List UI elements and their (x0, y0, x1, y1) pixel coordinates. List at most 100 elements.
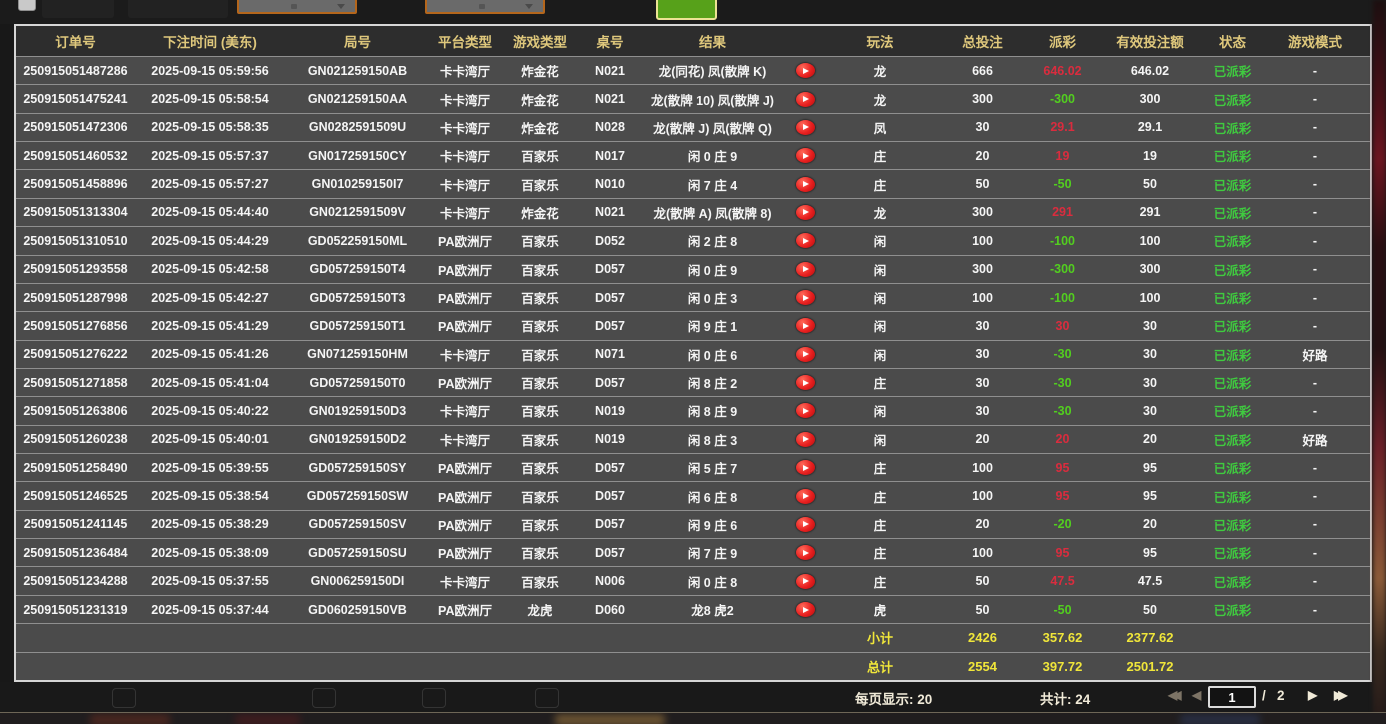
play-triangle (803, 578, 809, 585)
cell-platform: PA欧洲厅 (438, 462, 492, 477)
cell-bet: 100 (972, 545, 993, 560)
play-icon[interactable] (795, 545, 815, 561)
page-number-input[interactable] (1208, 686, 1256, 708)
play-icon[interactable] (795, 573, 815, 589)
play-icon[interactable] (795, 63, 815, 79)
cell-order: 250915051236484 (23, 545, 128, 560)
prev-page-icon[interactable]: ◀ (1192, 688, 1202, 702)
cell-payout: 19 (1055, 148, 1070, 163)
cell-result: 龙(散牌 A) 凤(散牌 8) (653, 206, 772, 221)
query-button[interactable] (656, 0, 717, 20)
cell-play (785, 426, 825, 453)
toolbar-button-1[interactable] (42, 0, 114, 18)
cell-time: 2025-09-15 05:58:54 (151, 92, 269, 107)
play-icon[interactable] (795, 176, 815, 192)
top-toolbar (0, 0, 1386, 24)
background-ghost (312, 688, 336, 708)
column-header-tableno: 桌号 (596, 35, 624, 50)
cell-bet: 20 (975, 517, 990, 532)
play-icon[interactable] (795, 375, 815, 391)
play-triangle (803, 436, 809, 443)
play-icon[interactable] (795, 516, 815, 532)
cell-payout: 20 (1055, 432, 1070, 447)
cell-valid: 100 (1139, 233, 1161, 248)
cell-mode: - (1312, 545, 1318, 560)
play-icon[interactable] (795, 602, 815, 617)
cell-tableno: D057 (595, 517, 625, 532)
cell-platform: 卡卡湾厅 (439, 65, 490, 80)
cell-time: 2025-09-15 05:37:44 (151, 602, 269, 617)
cell-valid: 100 (1139, 290, 1161, 305)
cell-method: 庄 (873, 377, 887, 392)
total-count-label: 共计: 24 (1040, 692, 1091, 707)
cell-platform: 卡卡湾厅 (439, 150, 490, 165)
cell-method: 闲 (873, 348, 887, 363)
play-icon[interactable] (795, 290, 815, 306)
play-icon[interactable] (795, 488, 815, 504)
cell-payout: 646.02 (1043, 63, 1082, 78)
cell-result: 闲 0 庄 6 (687, 348, 738, 363)
play-triangle (803, 209, 809, 216)
cell-bet: 30 (975, 403, 990, 418)
cell-method: 庄 (873, 462, 887, 477)
cell-method: 闲 (873, 433, 887, 448)
toolbar-button-2[interactable] (128, 0, 228, 18)
cell-result: 龙(散牌 10) 凤(散牌 J) (651, 93, 774, 108)
play-icon[interactable] (795, 318, 815, 334)
play-icon[interactable] (795, 460, 815, 476)
cell-gametype: 百家乐 (521, 348, 559, 363)
dropdown-mark (479, 4, 486, 9)
play-icon[interactable] (795, 91, 815, 107)
last-page-icon[interactable]: ▶▶ (1334, 688, 1348, 702)
checkbox[interactable] (18, 0, 36, 11)
table-row: 250915051458896 2025-09-15 05:57:27 GN01… (16, 169, 1370, 198)
play-icon[interactable] (795, 431, 815, 447)
play-triangle (803, 521, 809, 528)
play-triangle (803, 379, 809, 386)
cell-status: 已派彩 (1213, 206, 1252, 221)
cell-platform: PA欧洲厅 (438, 604, 492, 618)
cell-tableno: D057 (595, 545, 625, 560)
cell-payout: -50 (1053, 177, 1072, 192)
cell-platform: 卡卡湾厅 (439, 178, 490, 193)
first-page-icon[interactable]: ◀◀ (1168, 688, 1182, 702)
cell-round: GD057259150T1 (309, 318, 406, 333)
play-icon[interactable] (795, 346, 815, 362)
cell-valid: 50 (1143, 177, 1157, 192)
filter-dropdown-2[interactable] (425, 0, 545, 14)
cell-round: GD052259150ML (307, 233, 408, 248)
cell-round: GN021259150AA (307, 92, 408, 107)
cell-result: 闲 5 庄 7 (687, 462, 738, 477)
play-icon[interactable] (795, 119, 815, 135)
play-icon[interactable] (795, 204, 815, 220)
cell-play (785, 85, 825, 112)
play-icon[interactable] (795, 233, 815, 249)
cell-result: 闲 7 庄 4 (687, 178, 738, 193)
cell-tableno: D057 (595, 375, 625, 390)
play-triangle (803, 294, 809, 301)
cell-method: 庄 (873, 490, 887, 505)
cell-valid: 291 (1139, 205, 1161, 220)
pagination-bar: 每页显示: 20 共计: 24 ◀◀ ◀ / 2 ▶ ▶▶ (0, 682, 1386, 712)
chevron-down-icon (337, 4, 345, 9)
cell-play (785, 341, 825, 368)
cell-play (785, 567, 825, 594)
table-row: 250915051271858 2025-09-15 05:41:04 GD05… (16, 367, 1370, 397)
cell-method: 龙 (873, 93, 887, 108)
cell-time: 2025-09-15 05:38:09 (151, 545, 269, 560)
cell-time: 2025-09-15 05:42:58 (151, 262, 269, 277)
column-header-mode: 游戏模式 (1288, 35, 1342, 50)
cell-platform: PA欧洲厅 (438, 518, 492, 533)
play-icon[interactable] (795, 148, 815, 164)
cell-round: GN021259150AB (307, 63, 408, 78)
cell-round: GD057259150T0 (309, 375, 406, 390)
cell-payout: -30 (1053, 347, 1072, 362)
next-page-icon[interactable]: ▶ (1308, 688, 1318, 702)
cell-platform: 卡卡湾厅 (439, 575, 490, 590)
cell-time: 2025-09-15 05:42:27 (151, 290, 269, 305)
play-icon[interactable] (795, 403, 815, 419)
filter-dropdown-1[interactable] (237, 0, 357, 14)
cell-mode: - (1312, 205, 1318, 220)
cell-time: 2025-09-15 05:58:35 (151, 120, 269, 135)
play-icon[interactable] (795, 261, 815, 277)
